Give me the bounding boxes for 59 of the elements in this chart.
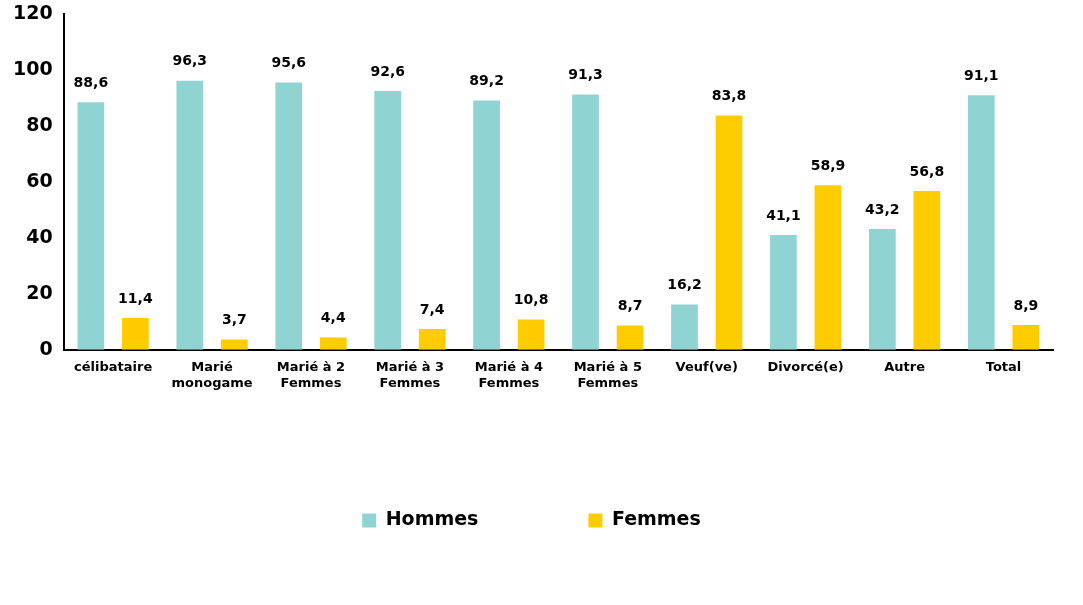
bar	[967, 95, 995, 350]
data-label: 4,4	[320, 309, 346, 326]
y-tick-label: 100	[12, 57, 53, 80]
data-label: 56,8	[909, 162, 945, 179]
x-tick-label: Veuf(ve)	[675, 358, 738, 374]
x-tick-label: Autre	[884, 358, 926, 374]
x-tick-label: Marié à 5 Femmes	[573, 358, 642, 390]
x-tick-label: Divorcé(e)	[767, 358, 844, 374]
x-tick-label: Total	[985, 358, 1022, 374]
data-label: 10,8	[513, 291, 549, 308]
bar	[319, 337, 347, 350]
bar	[374, 90, 402, 350]
bar	[814, 185, 842, 350]
bar	[715, 115, 743, 350]
bar	[176, 80, 204, 350]
x-tick-label: célibataire	[74, 358, 153, 374]
data-label: 11,4	[118, 289, 153, 306]
data-label: 3,7	[221, 311, 247, 328]
data-label: 91,1	[964, 66, 999, 83]
data-label: 92,6	[370, 62, 405, 79]
x-tick-label: Marié à 3 Femmes	[375, 358, 445, 390]
y-tick-label: 60	[26, 169, 53, 192]
data-label: 95,6	[271, 54, 307, 71]
data-label: 89,2	[469, 72, 504, 89]
data-label: 8,9	[1013, 296, 1039, 313]
data-label: 88,6	[73, 73, 109, 90]
y-tick-label: 0	[39, 336, 53, 359]
bar	[77, 102, 105, 350]
x-tick-label: Marié à 4 Femmes	[474, 358, 543, 390]
bar	[418, 329, 446, 350]
bar	[572, 94, 599, 350]
y-tick-label: 40	[26, 224, 53, 247]
bar	[122, 317, 149, 350]
bar	[616, 325, 644, 350]
data-label: 8,7	[617, 297, 643, 314]
bar	[671, 304, 698, 350]
bar	[220, 339, 248, 350]
bar	[517, 319, 545, 350]
bar	[913, 191, 941, 350]
data-label: 7,4	[419, 300, 445, 317]
bar	[770, 234, 797, 350]
data-label: 41,1	[766, 206, 801, 223]
bar	[868, 229, 896, 350]
y-tick-label: 120	[12, 1, 53, 24]
data-label: 58,9	[810, 156, 846, 173]
data-label: 16,2	[667, 276, 702, 293]
bar	[275, 82, 303, 350]
bar	[473, 100, 500, 350]
x-tick-label: Marié à 2 Femmes	[276, 358, 346, 390]
bar	[1012, 324, 1040, 350]
data-label: 96,3	[172, 52, 208, 69]
legend-label: Hommes	[385, 507, 479, 530]
data-label: 91,3	[568, 66, 603, 83]
data-label: 83,8	[711, 87, 747, 104]
y-tick-label: 20	[26, 280, 53, 303]
legend-label: Femmes	[611, 507, 701, 530]
x-tick-label: Marié monogame	[171, 358, 253, 390]
y-tick-label: 80	[26, 113, 53, 136]
data-label: 43,2	[865, 200, 900, 217]
